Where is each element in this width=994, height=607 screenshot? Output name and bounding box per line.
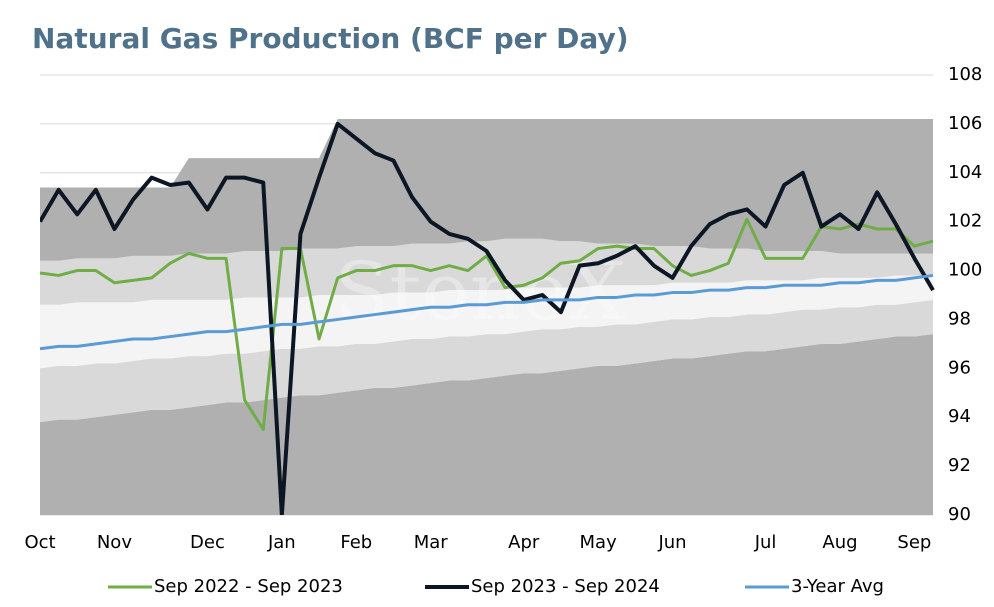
legend-label: Sep 2022 - Sep 2023: [154, 576, 343, 597]
y-tick-label: 96: [948, 357, 971, 378]
range-band: [40, 119, 933, 261]
x-tick-label: Jul: [754, 532, 777, 553]
x-tick-label: Jun: [657, 532, 686, 553]
y-tick-label: 104: [948, 162, 982, 183]
x-tick-label: Apr: [508, 532, 540, 553]
series-line: [40, 273, 934, 351]
chart-title: Natural Gas Production (BCF per Day): [32, 22, 629, 55]
x-tick-label: Oct: [24, 532, 55, 553]
range-band: [40, 275, 933, 369]
legend-label: Sep 2023 - Sep 2024: [471, 576, 660, 597]
y-tick-label: 108: [948, 64, 982, 85]
x-tick-label: Nov: [97, 532, 132, 553]
range-band: [40, 299, 933, 423]
series-line: [40, 217, 934, 431]
y-tick-label: 90: [948, 504, 971, 525]
y-tick-label: 106: [948, 113, 982, 134]
x-tick-label: Sep: [897, 532, 931, 553]
y-tick-label: 102: [948, 211, 982, 232]
x-tick-label: Mar: [414, 532, 449, 553]
x-tick-label: Feb: [340, 532, 372, 553]
range-band: [40, 238, 933, 305]
x-tick-label: Aug: [822, 532, 857, 553]
series-line: [40, 121, 935, 515]
y-tick-label: 94: [948, 406, 971, 427]
range-band: [40, 334, 933, 515]
y-tick-label: 98: [948, 308, 971, 329]
y-tick-label: 100: [948, 260, 982, 281]
y-tick-label: 92: [948, 455, 971, 476]
x-tick-label: Jan: [267, 532, 296, 553]
x-tick-label: Dec: [190, 532, 225, 553]
legend-label: 3-Year Avg: [791, 576, 884, 597]
x-tick-label: May: [580, 532, 618, 553]
